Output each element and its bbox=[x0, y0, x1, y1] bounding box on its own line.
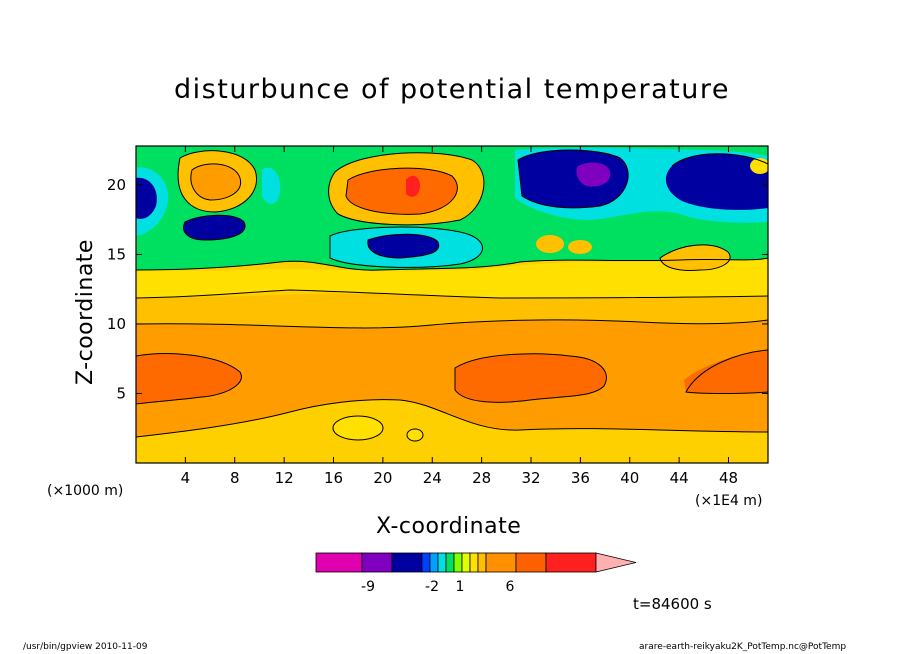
contour-line bbox=[329, 226, 483, 268]
cell-warm-left-in bbox=[190, 163, 241, 200]
x-tick-label: 44 bbox=[670, 469, 689, 487]
colorbar: -9 -2 1 6 bbox=[315, 552, 637, 595]
contour-line bbox=[345, 167, 458, 215]
colorbar-cell bbox=[461, 552, 471, 573]
cell-blue-left2 bbox=[183, 215, 246, 240]
colorbar-label: -9 bbox=[361, 579, 375, 595]
contour-line bbox=[367, 233, 440, 259]
colorbar-cell bbox=[361, 552, 393, 573]
contour-line bbox=[183, 214, 246, 241]
y-tick-label: 10 bbox=[107, 315, 126, 333]
footer-source: arare-earth-reikyaku2K_PotTemp.nc@PotTem… bbox=[639, 642, 847, 652]
x-tick-label: 20 bbox=[373, 469, 392, 487]
colorbar-cell bbox=[391, 552, 423, 573]
contour-line bbox=[177, 150, 257, 213]
x-unit-label: (×1000 m) bbox=[47, 483, 124, 499]
plot-frame bbox=[135, 145, 769, 464]
x-tick-label: 40 bbox=[620, 469, 639, 487]
colorbar-cell bbox=[315, 552, 363, 573]
cell-warm-right bbox=[536, 235, 564, 253]
x-tick-label: 28 bbox=[472, 469, 491, 487]
colorbar-cell bbox=[515, 552, 547, 573]
footer-program: /usr/bin/gpview 2010-11-09 bbox=[23, 642, 148, 652]
contour-line bbox=[190, 163, 242, 201]
colorbar-cell bbox=[477, 552, 487, 573]
contour-line bbox=[659, 244, 731, 271]
y-tick-label: 15 bbox=[107, 245, 126, 263]
x-tick-label: 36 bbox=[571, 469, 590, 487]
cell-purple bbox=[576, 162, 611, 187]
y-tick-label: 20 bbox=[107, 176, 126, 194]
x-tick-label: 32 bbox=[521, 469, 540, 487]
x-tick-label: 12 bbox=[275, 469, 294, 487]
y-axis-ticks: 5 10 15 20 bbox=[107, 176, 768, 402]
contour-line bbox=[136, 353, 242, 405]
cell-blue-right-b bbox=[665, 153, 768, 210]
x-axis-label: X-coordinate bbox=[376, 514, 522, 539]
lens-dark-orange-right bbox=[684, 350, 768, 394]
x-tick-label: 4 bbox=[181, 469, 191, 487]
cell-warm-right2 bbox=[568, 240, 592, 254]
contour-line bbox=[136, 399, 768, 438]
cell-cyan-small bbox=[262, 167, 281, 204]
x-tick-label: 24 bbox=[423, 469, 442, 487]
blob-yellow-small bbox=[407, 429, 423, 441]
blob-yellow-lower bbox=[333, 416, 383, 440]
cell-blue-left bbox=[136, 177, 157, 219]
x-tick-label: 8 bbox=[230, 469, 240, 487]
colorbar-label: -2 bbox=[425, 579, 439, 595]
colorbar-cell bbox=[485, 552, 517, 573]
colorbar-cell bbox=[469, 552, 479, 573]
lens-dark-orange-left bbox=[136, 353, 242, 404]
colorbar-cell bbox=[437, 552, 447, 573]
colorbar-cell bbox=[429, 552, 439, 573]
contour-plot-area bbox=[136, 146, 768, 463]
cell-blue-mid bbox=[367, 234, 439, 258]
contour-line bbox=[671, 153, 768, 167]
contour-line bbox=[328, 152, 485, 226]
x-axis-ticks: 4 8 12 16 20 24 28 32 36 40 44 48 bbox=[181, 146, 738, 487]
colorbar-label: 1 bbox=[456, 579, 465, 595]
colorbar-cell bbox=[421, 552, 431, 573]
chart-title: disturbunce of potential temperature bbox=[174, 74, 730, 105]
band-light-orange bbox=[136, 293, 768, 328]
band-orange-lower bbox=[136, 330, 768, 437]
time-label: t=84600 s bbox=[633, 595, 712, 613]
contour-line bbox=[454, 353, 607, 403]
x-tick-label: 16 bbox=[324, 469, 343, 487]
contour-line bbox=[517, 149, 629, 209]
colorbar-cell bbox=[545, 552, 597, 573]
contour-line bbox=[685, 349, 768, 394]
y-tick-label: 5 bbox=[116, 384, 126, 402]
contour-line bbox=[332, 415, 384, 441]
contour-lines bbox=[136, 149, 768, 442]
band-yellow bbox=[136, 260, 768, 298]
contour-line bbox=[406, 428, 424, 442]
colorbar-arrow bbox=[595, 552, 637, 573]
cell-blue-right-a bbox=[518, 150, 629, 208]
x-scale-label: (×1E4 m) bbox=[695, 493, 763, 509]
cell-warm-far-right bbox=[660, 244, 731, 271]
colorbar-cell bbox=[453, 552, 463, 573]
contour-line bbox=[136, 289, 768, 299]
cell-red bbox=[406, 175, 420, 197]
colorbar-label: 6 bbox=[506, 579, 515, 595]
lens-dark-orange-mid bbox=[455, 353, 607, 403]
contour-line bbox=[136, 257, 768, 271]
contour-line bbox=[136, 319, 768, 329]
cell-orange-mid bbox=[346, 168, 458, 215]
x-tick-label: 48 bbox=[719, 469, 738, 487]
y-axis-label: Z-coordinate bbox=[73, 239, 98, 385]
colorbar-cell bbox=[445, 552, 455, 573]
